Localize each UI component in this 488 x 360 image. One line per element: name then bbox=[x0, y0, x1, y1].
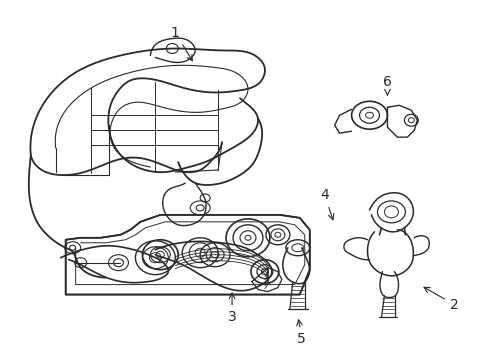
Text: 3: 3 bbox=[227, 293, 236, 324]
Text: 1: 1 bbox=[170, 26, 192, 61]
Text: 2: 2 bbox=[423, 287, 458, 311]
Text: 6: 6 bbox=[382, 75, 391, 95]
Text: 5: 5 bbox=[296, 320, 305, 346]
Text: 4: 4 bbox=[320, 188, 333, 220]
